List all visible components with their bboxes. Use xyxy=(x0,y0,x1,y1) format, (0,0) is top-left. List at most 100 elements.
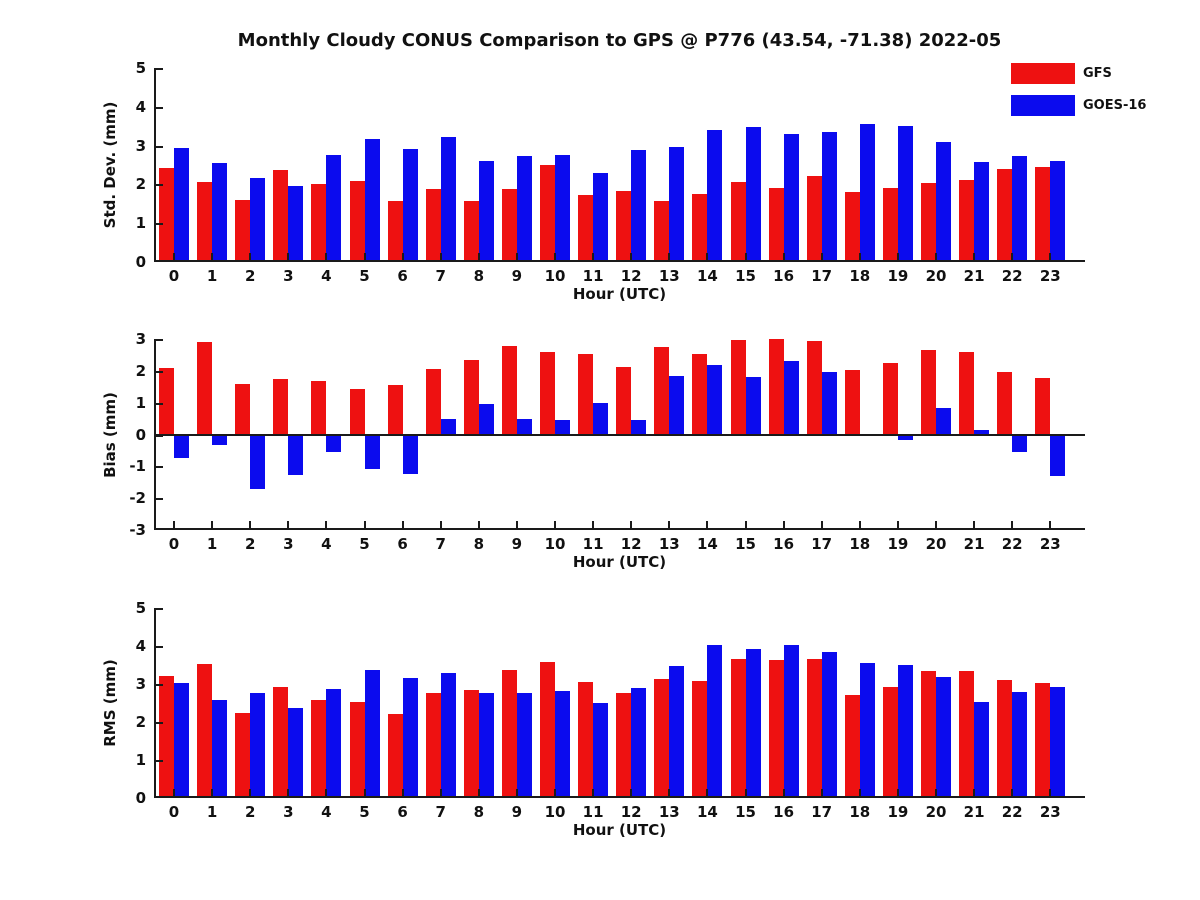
x-tick xyxy=(477,253,480,260)
y-tick-label: -1 xyxy=(129,457,146,476)
x-tick xyxy=(706,253,709,260)
x-tick xyxy=(973,253,976,260)
y-tick xyxy=(156,106,163,109)
y-tick xyxy=(156,608,163,610)
bar-gfs-hour-19 xyxy=(882,188,898,262)
x-tick xyxy=(554,521,556,528)
x-tick-label: 19 xyxy=(887,535,909,553)
x-tick xyxy=(1011,521,1014,528)
x-tick-label: 21 xyxy=(963,803,985,821)
bar-goes16-hour-6 xyxy=(402,149,418,262)
bar-goes16-hour-20 xyxy=(936,676,951,798)
bar-gfs-hour-13 xyxy=(654,201,670,262)
y-tick-label: -2 xyxy=(129,489,146,508)
bar-goes16-hour-11 xyxy=(593,172,609,262)
x-tick-label: 9 xyxy=(511,535,523,553)
x-tick xyxy=(477,521,480,528)
chart-title: Monthly Cloudy CONUS Comparison to GPS @… xyxy=(237,30,1002,51)
bar-gfs-hour-11 xyxy=(578,354,594,435)
bar-gfs-hour-16 xyxy=(768,188,784,262)
y-tick xyxy=(156,684,163,686)
bar-goes16-hour-17 xyxy=(821,131,837,262)
bar-gfs-hour-6 xyxy=(387,384,403,435)
bar-goes16-hour-0 xyxy=(174,147,189,262)
x-tick xyxy=(1049,521,1052,528)
x-tick xyxy=(554,253,556,260)
x-axis-label: Hour (UTC) xyxy=(572,553,667,571)
y-tick xyxy=(156,466,163,469)
y-tick xyxy=(156,184,163,187)
x-tick-label: 9 xyxy=(511,267,523,285)
x-tick xyxy=(858,253,861,260)
bar-goes16-hour-18 xyxy=(859,124,875,262)
x-tick xyxy=(896,521,899,528)
x-tick-label: 10 xyxy=(544,267,566,285)
x-tick xyxy=(1049,789,1052,796)
bar-gfs-hour-9 xyxy=(501,189,517,262)
bar-goes16-hour-1 xyxy=(212,699,228,798)
bar-gfs-hour-8 xyxy=(463,201,479,262)
x-tick-label: 6 xyxy=(397,267,408,285)
bar-gfs-hour-16 xyxy=(768,339,784,435)
x-tick-label: 14 xyxy=(696,803,718,821)
legend: GFS GOES-16 xyxy=(1011,63,1146,127)
x-tick-label: 5 xyxy=(359,803,370,821)
y-axis-spine xyxy=(154,68,156,262)
y-tick-label: 2 xyxy=(135,361,146,380)
x-tick xyxy=(1011,789,1014,796)
x-tick-label: 10 xyxy=(544,535,566,553)
x-tick xyxy=(287,521,290,528)
x-tick xyxy=(973,789,976,796)
bar-gfs-hour-13 xyxy=(654,347,670,435)
x-tick-label: 16 xyxy=(773,267,795,285)
x-tick-label: 20 xyxy=(925,535,947,553)
x-tick xyxy=(401,789,404,796)
y-tick xyxy=(156,722,163,724)
x-tick-label: 17 xyxy=(811,267,833,285)
bar-goes16-hour-7 xyxy=(440,418,456,435)
bar-goes16-hour-16 xyxy=(783,134,799,262)
x-tick-label: 11 xyxy=(582,267,604,285)
bar-gfs-hour-10 xyxy=(540,661,555,798)
x-tick xyxy=(858,789,861,796)
bar-goes16-hour-4 xyxy=(326,154,342,262)
x-tick xyxy=(935,253,937,260)
bar-gfs-hour-6 xyxy=(387,201,403,262)
x-tick-label: 18 xyxy=(849,803,871,821)
bar-goes16-hour-10 xyxy=(555,419,570,435)
x-tick-label: 16 xyxy=(773,535,795,553)
x-tick-label: 20 xyxy=(925,803,947,821)
bar-gfs-hour-1 xyxy=(197,182,213,262)
x-tick xyxy=(592,789,595,796)
bar-goes16-hour-19 xyxy=(897,665,913,798)
plot-rms: 5 4 3 2 1 0 0 1 2 3 4 5 6 7 8 9 10 11 12 13 14 15 16 17 18 19 20 21… xyxy=(101,599,1085,839)
x-tick-label: 1 xyxy=(206,803,218,821)
y-tick xyxy=(156,68,163,70)
x-tick xyxy=(820,253,823,260)
bar-gfs-hour-3 xyxy=(273,687,289,798)
bar-gfs-hour-18 xyxy=(844,192,860,262)
x-tick-label: 0 xyxy=(168,803,180,821)
x-tick xyxy=(287,253,290,260)
y-tick-label: 1 xyxy=(135,393,146,412)
x-tick xyxy=(363,253,366,260)
bar-goes16-hour-10 xyxy=(555,691,570,798)
legend-swatch-gfs xyxy=(1011,63,1075,84)
x-tick-label: 0 xyxy=(168,535,180,553)
bar-goes16-hour-7 xyxy=(440,137,456,262)
legend-item-gfs: GFS xyxy=(1011,63,1146,84)
bar-gfs-hour-9 xyxy=(501,346,517,435)
bar-gfs-hour-20 xyxy=(921,350,936,435)
bar-gfs-hour-23 xyxy=(1035,683,1051,798)
bar-goes16-hour-4 xyxy=(326,434,342,452)
bar-goes16-hour-21 xyxy=(974,162,990,262)
x-tick xyxy=(439,521,442,528)
bar-gfs-hour-20 xyxy=(921,182,936,262)
x-tick-label: 19 xyxy=(887,803,909,821)
bar-goes16-hour-16 xyxy=(783,644,799,798)
bar-goes16-hour-23 xyxy=(1050,160,1066,262)
y-tick xyxy=(156,223,163,226)
y-tick xyxy=(156,760,163,762)
x-tick xyxy=(211,253,214,260)
bar-goes16-hour-1 xyxy=(212,434,228,445)
